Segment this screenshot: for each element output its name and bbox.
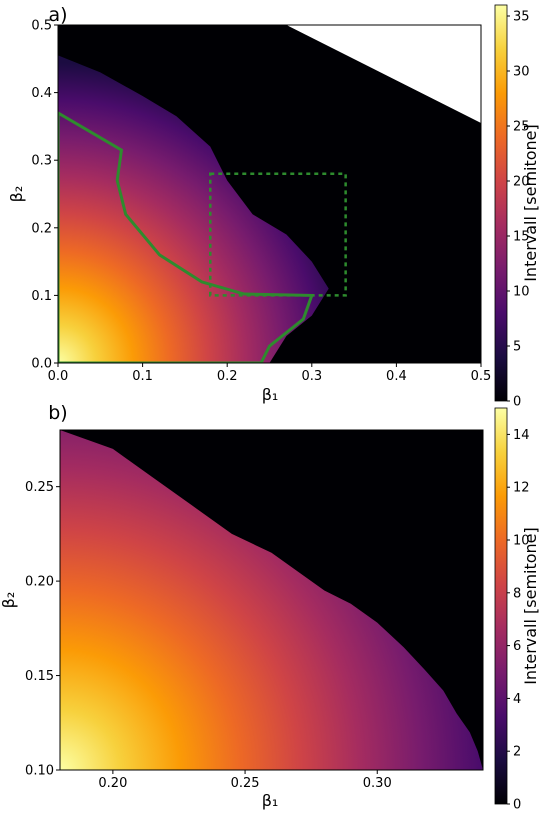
colorbar-tick-label: 20 xyxy=(513,175,530,190)
colorbar-tick-label: 4 xyxy=(513,692,521,707)
colorbar-tick-label: 10 xyxy=(513,285,530,300)
colorbar-gradient xyxy=(494,407,508,805)
colorbar-tick-label: 30 xyxy=(513,65,530,80)
colorbar-tick-label: 12 xyxy=(513,481,530,496)
heatmap-b-region xyxy=(60,430,483,770)
y-tick-label: 0.2 xyxy=(31,221,52,236)
x-axis-b-label: β₁ xyxy=(262,791,279,810)
heatmap-a-white-region xyxy=(286,25,481,124)
colorbar-tick-label: 15 xyxy=(513,230,530,245)
panel-a: a) 0.0 0.1 0.2 0.3 0.4 0.50.00.10.20.30.40.5 … xyxy=(7,4,540,410)
colorbar-tick-label: 0 xyxy=(513,798,521,813)
y-tick-label: 0.15 xyxy=(25,669,54,684)
plot-a-frame xyxy=(57,24,482,364)
x-tick-label: 0.0 xyxy=(48,369,69,384)
y-tick-label: 0.4 xyxy=(31,86,52,101)
x-tick-label: 0.2 xyxy=(217,369,238,384)
x-tick-label: 0.4 xyxy=(386,369,407,384)
colorbar-tick-label: 10 xyxy=(513,534,530,549)
colorbar-tick-label: 8 xyxy=(513,586,521,601)
colorbar-tick-label: 25 xyxy=(513,120,530,135)
x-tick-label: 0.1 xyxy=(132,369,153,384)
colorbar-tick-label: 6 xyxy=(513,639,521,654)
x-tick-label: 0.30 xyxy=(363,776,392,791)
y-axis-b-label: β₂ xyxy=(0,592,18,609)
y-tick-label: 0.25 xyxy=(25,480,54,495)
y-tick-label: 0.5 xyxy=(31,19,52,34)
y-tick-label: 0.3 xyxy=(31,154,52,169)
panel-a-label: a) xyxy=(48,4,67,26)
y-axis-a-label: β₂ xyxy=(7,186,26,203)
heatmap-a-region xyxy=(58,55,329,363)
colorbar-b: 0 2 4 6 8 10 12 14 Intervall [semitone] xyxy=(494,407,540,813)
colorbar-tick-label: 0 xyxy=(513,395,521,410)
colorbar-gradient xyxy=(494,4,508,402)
y-tick-label: 0.0 xyxy=(31,357,52,372)
solid-contour xyxy=(58,111,314,363)
colorbar-tick-label: 2 xyxy=(513,745,521,760)
x-tick-label: 0.20 xyxy=(98,776,127,791)
plot-b-frame xyxy=(59,429,484,771)
zoom-box xyxy=(209,172,347,297)
x-tick-label: 0.3 xyxy=(301,369,322,384)
y-tick-label: 0.10 xyxy=(25,764,54,779)
y-tick-label: 0.20 xyxy=(25,575,54,590)
x-tick-label: 0.25 xyxy=(231,776,260,791)
colorbar-tick-label: 35 xyxy=(513,10,530,25)
colorbar-tick-label: 5 xyxy=(513,340,521,355)
x-tick-label: 0.5 xyxy=(471,369,492,384)
axis-b-ticks: 0.20 0.25 0.30 0.10 0.15 0.20 0.25 xyxy=(25,480,392,791)
panel-b-label: b) xyxy=(48,402,67,424)
colorbar-a: 0 5 10 15 20 25 30 35 Intervall [semitone] xyxy=(494,4,540,410)
axis-a-ticks: 0.0 0.1 0.2 0.3 0.4 0.5 0.0 0.1 0.2 0.3 0.4 0.5 xyxy=(31,19,491,385)
y-tick-label: 0.1 xyxy=(31,289,52,304)
colorbar-label: Intervall [semitone] xyxy=(521,527,540,685)
x-axis-a-label: β₁ xyxy=(262,385,279,404)
colorbar-label: Intervall [semitone] xyxy=(521,124,540,282)
colorbar-tick-label: 14 xyxy=(513,428,530,443)
panel-b: b) 0.20 0.25 0.30 0.10 0.15 0.20 0.25 β₁ β₂ 0 2… xyxy=(0,402,540,813)
